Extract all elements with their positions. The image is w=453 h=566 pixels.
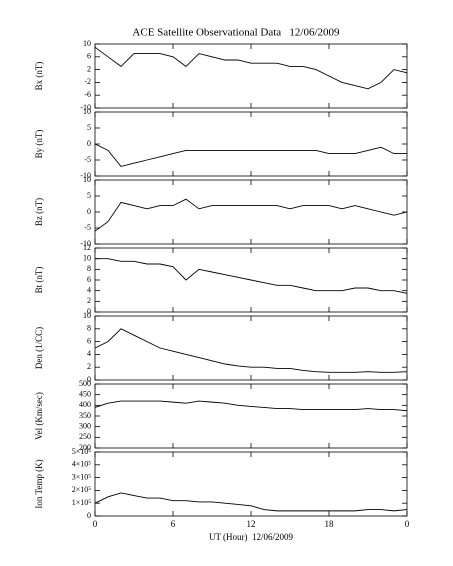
y-tick-label: 5×10⁵	[72, 447, 92, 456]
y-tick-label: -5	[84, 155, 91, 164]
y-tick-label: 0	[87, 375, 91, 384]
y-tick-label: 400	[79, 400, 91, 409]
y-tick-label: 4×10⁵	[72, 460, 92, 469]
y-tick-label: -5	[84, 223, 91, 232]
y-tick-label: 6	[87, 52, 91, 61]
data-line	[94, 492, 408, 512]
y-axis-label: Bt (nT)	[34, 267, 44, 294]
y-axis-label: Den (1/CC)	[34, 327, 44, 369]
y-axis-label: Vel (Km/sec)	[34, 392, 44, 440]
y-tick-label: -6	[84, 90, 91, 99]
y-tick-label: 2	[87, 64, 91, 73]
y-tick-label: 4	[87, 349, 91, 358]
y-tick-label: -10	[80, 103, 91, 112]
data-line	[95, 258, 408, 294]
panel-frame	[94, 315, 408, 381]
y-tick-label: 12	[83, 243, 91, 252]
y-tick-label: 3×10⁵	[72, 472, 92, 481]
panel-frame	[94, 179, 408, 245]
x-tick-label: 0	[93, 519, 98, 529]
y-tick-label: 1×10⁵	[72, 498, 92, 507]
y-tick-label: -2	[84, 77, 91, 86]
y-tick-label: 10	[83, 175, 91, 184]
y-tick-label: 0	[87, 207, 91, 216]
y-tick-label: 5	[87, 191, 91, 200]
x-tick-label: 6	[171, 519, 176, 529]
y-tick-label: 2	[87, 296, 91, 305]
y-tick-label: 450	[79, 389, 91, 398]
y-tick-label: 350	[79, 411, 91, 420]
data-line	[94, 46, 408, 90]
data-line	[94, 198, 408, 232]
y-tick-label: 250	[79, 432, 91, 441]
panel-frame	[94, 111, 408, 177]
y-axis-label: Bx (nT)	[34, 62, 44, 91]
chart-title: ACE Satellite Observational Data 12/06/2…	[132, 27, 340, 39]
panel-frame	[94, 451, 408, 517]
y-tick-label: 300	[79, 421, 91, 430]
y-tick-label: 6	[87, 275, 91, 284]
y-tick-label: -10	[80, 239, 91, 248]
y-tick-label: 2×10⁵	[72, 485, 92, 494]
y-tick-label: -10	[80, 171, 91, 180]
x-tick-label: 12	[247, 519, 256, 529]
y-axis-label: Ion Temp (K)	[34, 459, 44, 508]
y-tick-label: 0	[87, 139, 91, 148]
y-tick-label: 2	[87, 362, 91, 371]
y-tick-label: 0	[87, 307, 91, 316]
y-tick-label: 8	[87, 264, 91, 273]
y-tick-label: 10	[83, 107, 91, 116]
data-line	[94, 400, 408, 412]
y-tick-label: 10	[83, 253, 91, 262]
y-tick-label: 0	[87, 511, 91, 520]
y-tick-label: 6	[87, 336, 91, 345]
x-axis-label: UT (Hour) 12/06/2009	[209, 532, 294, 542]
data-line	[94, 143, 407, 167]
y-tick-label: 500	[79, 379, 91, 388]
y-tick-label: 10	[83, 39, 91, 48]
y-axis-label: Bz (nT)	[34, 198, 44, 226]
y-tick-label: 4	[87, 285, 91, 294]
y-tick-label: 5	[87, 123, 91, 132]
y-axis-label: By (nT)	[34, 130, 44, 159]
data-line	[94, 328, 408, 373]
y-tick-label: 8	[87, 324, 91, 333]
y-tick-label: 200	[79, 443, 91, 452]
x-tick-label: 0	[405, 519, 410, 529]
x-tick-label: 18	[325, 519, 335, 529]
y-tick-label: 10	[83, 311, 91, 320]
panel-frame	[94, 383, 408, 449]
